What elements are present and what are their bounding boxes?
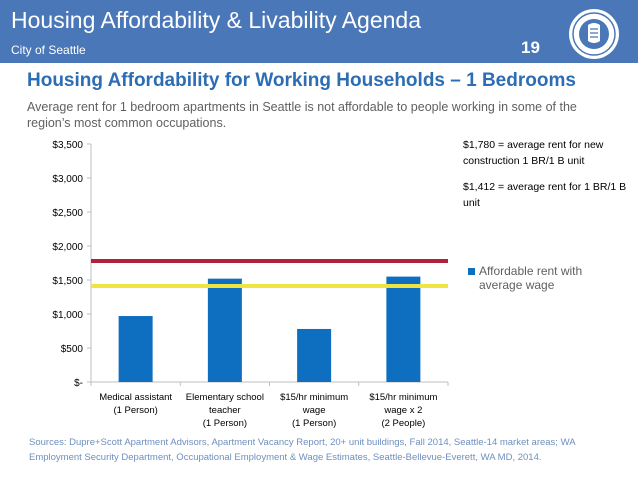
x-tick-label-line: Elementary school	[185, 392, 264, 403]
chart-canvas: $- $500 $1,000 $1,500 $2,000 $2,500 $3,000 $3,5…	[52, 140, 449, 389]
x-tick-label-line: (2 People)	[381, 418, 426, 429]
bar	[386, 276, 421, 382]
x-tick-label-line: (1 Person)	[291, 418, 337, 429]
x-tick-label: $15/hr minimum wage x 2 (2 People)	[355, 391, 451, 430]
header-divider	[0, 63, 638, 65]
y-tick-label: $3,500	[52, 140, 83, 151]
legend-label: Affordable rent with average wage	[479, 264, 583, 292]
bar	[297, 328, 332, 382]
sources-footnote: Sources: Dupre+Scott Apartment Advisors,…	[29, 437, 576, 463]
x-tick-label: Elementary school teacher (1 Person)	[177, 391, 273, 430]
x-tick-label-line: $15/hr minimum	[280, 392, 349, 403]
y-tick-label: $2,500	[52, 208, 83, 219]
x-tick-label-line: $15/hr minimum	[369, 392, 438, 403]
x-tick-label-line: wage	[302, 405, 326, 416]
header-subtitle: City of Seattle	[11, 43, 86, 57]
note-new-construction: $1,780 = average rent for new constructi…	[463, 139, 604, 167]
x-tick-label-line: (1 Person)	[113, 405, 158, 416]
bar	[118, 316, 153, 382]
y-tick-label: $2,000	[52, 242, 83, 253]
legend-swatch	[468, 268, 475, 275]
city-of-seattle-seal-icon	[569, 9, 619, 59]
x-tick-label-line: (1 Person)	[202, 418, 248, 429]
chart-legend: Affordable rent with average wage	[468, 264, 619, 292]
x-tick-label: Medical assistant (1 Person)	[88, 391, 184, 417]
x-tick-label-line: wage x 2	[384, 405, 423, 416]
x-tick-label: $15/hr minimum wage (1 Person)	[266, 391, 362, 430]
header-title: Housing Affordability & Livability Agend…	[11, 7, 422, 33]
y-tick-label: $3,000	[52, 174, 83, 185]
y-tick-label: $500	[61, 344, 84, 355]
y-tick-label: $-	[74, 378, 83, 389]
page-number: 19	[521, 38, 540, 57]
x-tick-label-line: Medical assistant	[99, 392, 173, 403]
slide-description: Average rent for 1 bedroom apartments in…	[27, 100, 577, 130]
rent-chart: $- $500 $1,000 $1,500 $2,000 $2,500 $3,000 $3,5…	[0, 130, 638, 440]
y-tick-label: $1,500	[52, 276, 83, 287]
slide-title: Housing Affordability for Working Househ…	[27, 70, 576, 91]
bar	[207, 278, 242, 382]
slide-header: Housing Affordability & Livability Agend…	[0, 0, 638, 63]
y-tick-label: $1,000	[52, 310, 83, 321]
note-average-rent: $1,412 = average rent for 1 BR/1 B unit	[463, 181, 627, 209]
x-tick-label-line: teacher	[209, 405, 241, 416]
